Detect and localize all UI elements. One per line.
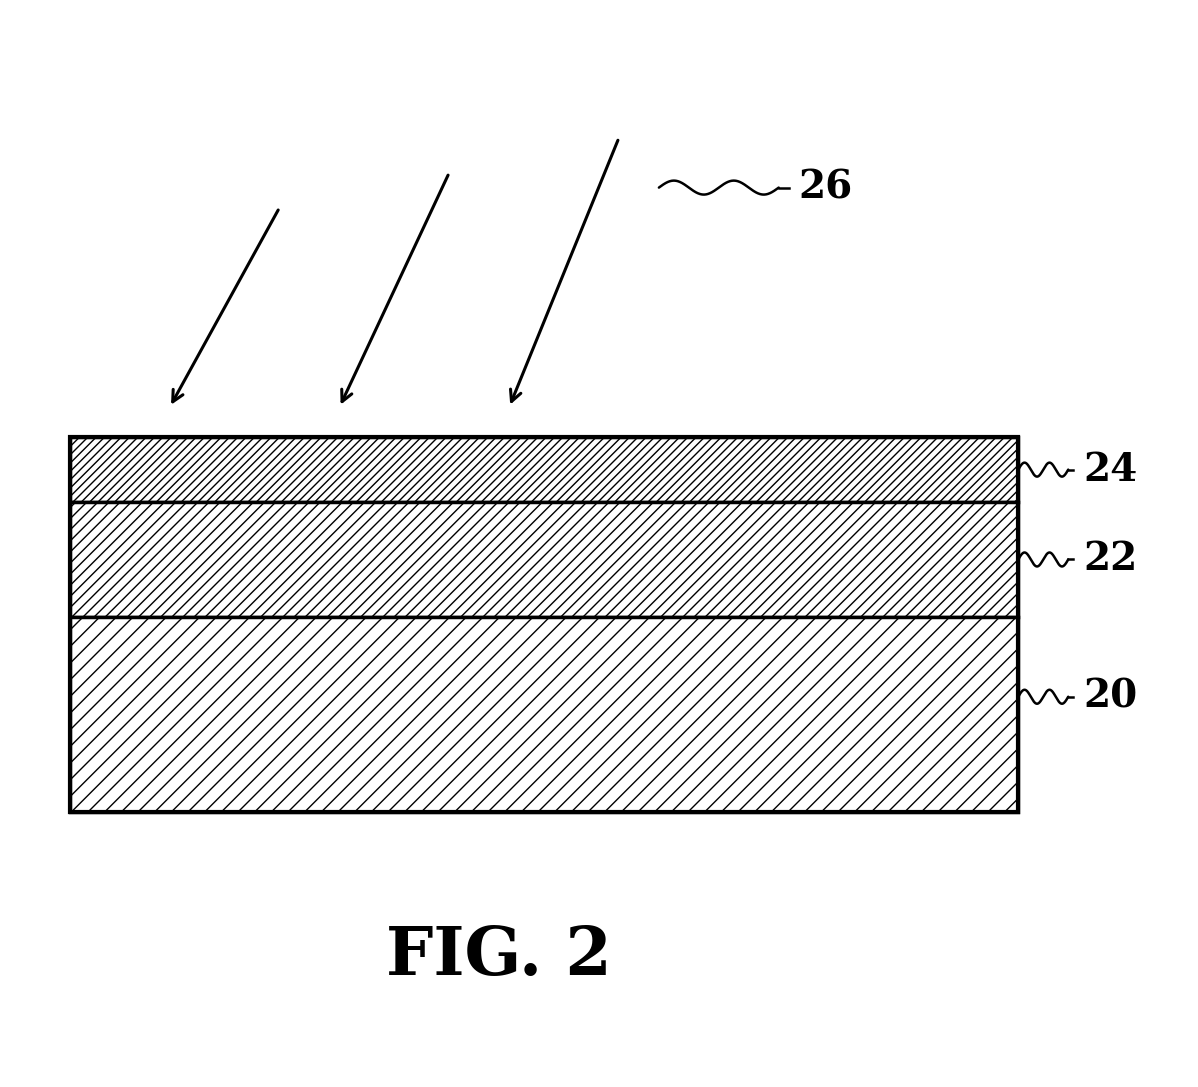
Bar [69,437,1018,502]
Bar [69,617,1018,812]
Text: 26: 26 [799,168,853,207]
Text: 20: 20 [1083,677,1137,715]
Text: 22: 22 [1083,540,1137,578]
Text: 24: 24 [1083,451,1137,489]
Text: FIG. 2: FIG. 2 [386,924,612,989]
Bar [69,437,1018,812]
Bar [69,502,1018,617]
